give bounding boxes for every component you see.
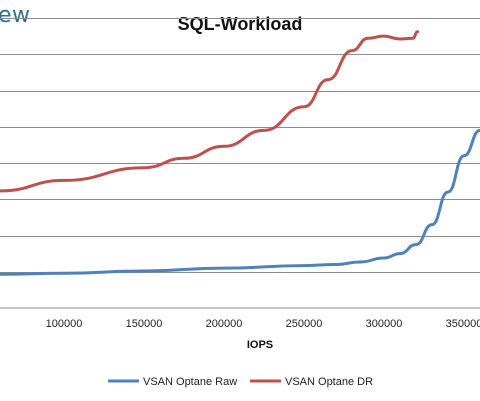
x-tick-label: 150000 <box>126 318 163 330</box>
brand-logo-fragment: ew <box>0 3 31 28</box>
chart-title: SQL-Workload <box>178 14 303 34</box>
x-tick-label: 250000 <box>286 318 323 330</box>
gridlines <box>0 18 480 273</box>
series-lines <box>0 30 480 276</box>
x-tick-label: 300000 <box>366 318 403 330</box>
x-axis-label: IOPS <box>247 339 273 351</box>
legend: VSAN Optane Raw VSAN Optane DR <box>108 376 373 388</box>
x-tick-labels: 100000 150000 200000 250000 300000 350000 <box>46 318 480 330</box>
x-tick-label: 200000 <box>206 318 243 330</box>
x-tick-label: 100000 <box>46 318 83 330</box>
series-line-optane-raw <box>0 128 480 276</box>
series-line-optane-dr <box>0 30 420 193</box>
x-tick-label: 350000 <box>446 318 480 330</box>
legend-label: VSAN Optane Raw <box>143 376 237 388</box>
legend-label: VSAN Optane DR <box>285 376 373 388</box>
